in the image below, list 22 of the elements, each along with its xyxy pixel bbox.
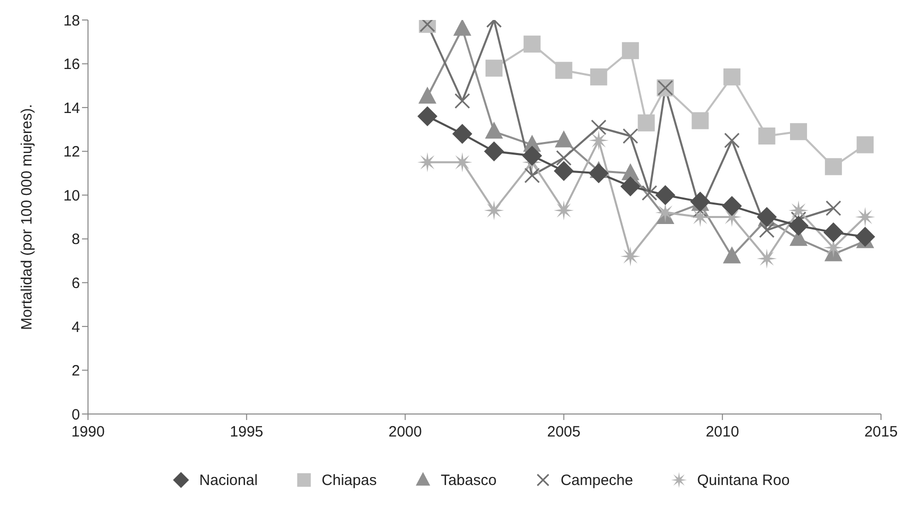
x-tick-label: 2015 [864, 424, 898, 441]
legend-label: Campeche [560, 470, 634, 490]
x-tick-label: 2005 [547, 424, 580, 441]
x-tick-label: 1995 [230, 424, 264, 441]
x-tick-label: 2010 [706, 424, 740, 441]
y-tick-label: 16 [63, 56, 80, 74]
y-tick-label: 10 [63, 187, 80, 204]
y-tick-label: 0 [72, 406, 80, 424]
x-tick-label: 2000 [388, 424, 422, 441]
y-axis-title: Mortalidad (por 100 000 mujeres). [18, 104, 36, 330]
y-tick-label: 4 [72, 318, 80, 336]
y-tick-label: 6 [72, 274, 80, 292]
y-tick-label: 12 [63, 144, 80, 161]
legend-label: Quintana Roo [696, 470, 790, 490]
legend-label: Nacional [198, 470, 258, 490]
y-tick-label: 8 [72, 231, 80, 248]
y-tick-label: 14 [63, 100, 80, 117]
y-tick-label: 2 [72, 362, 80, 380]
x-tick-label: 1990 [71, 424, 105, 441]
legend-label: Tabasco [440, 470, 497, 490]
y-tick-label: 18 [63, 12, 80, 30]
legend-label: Chiapas [320, 470, 377, 490]
